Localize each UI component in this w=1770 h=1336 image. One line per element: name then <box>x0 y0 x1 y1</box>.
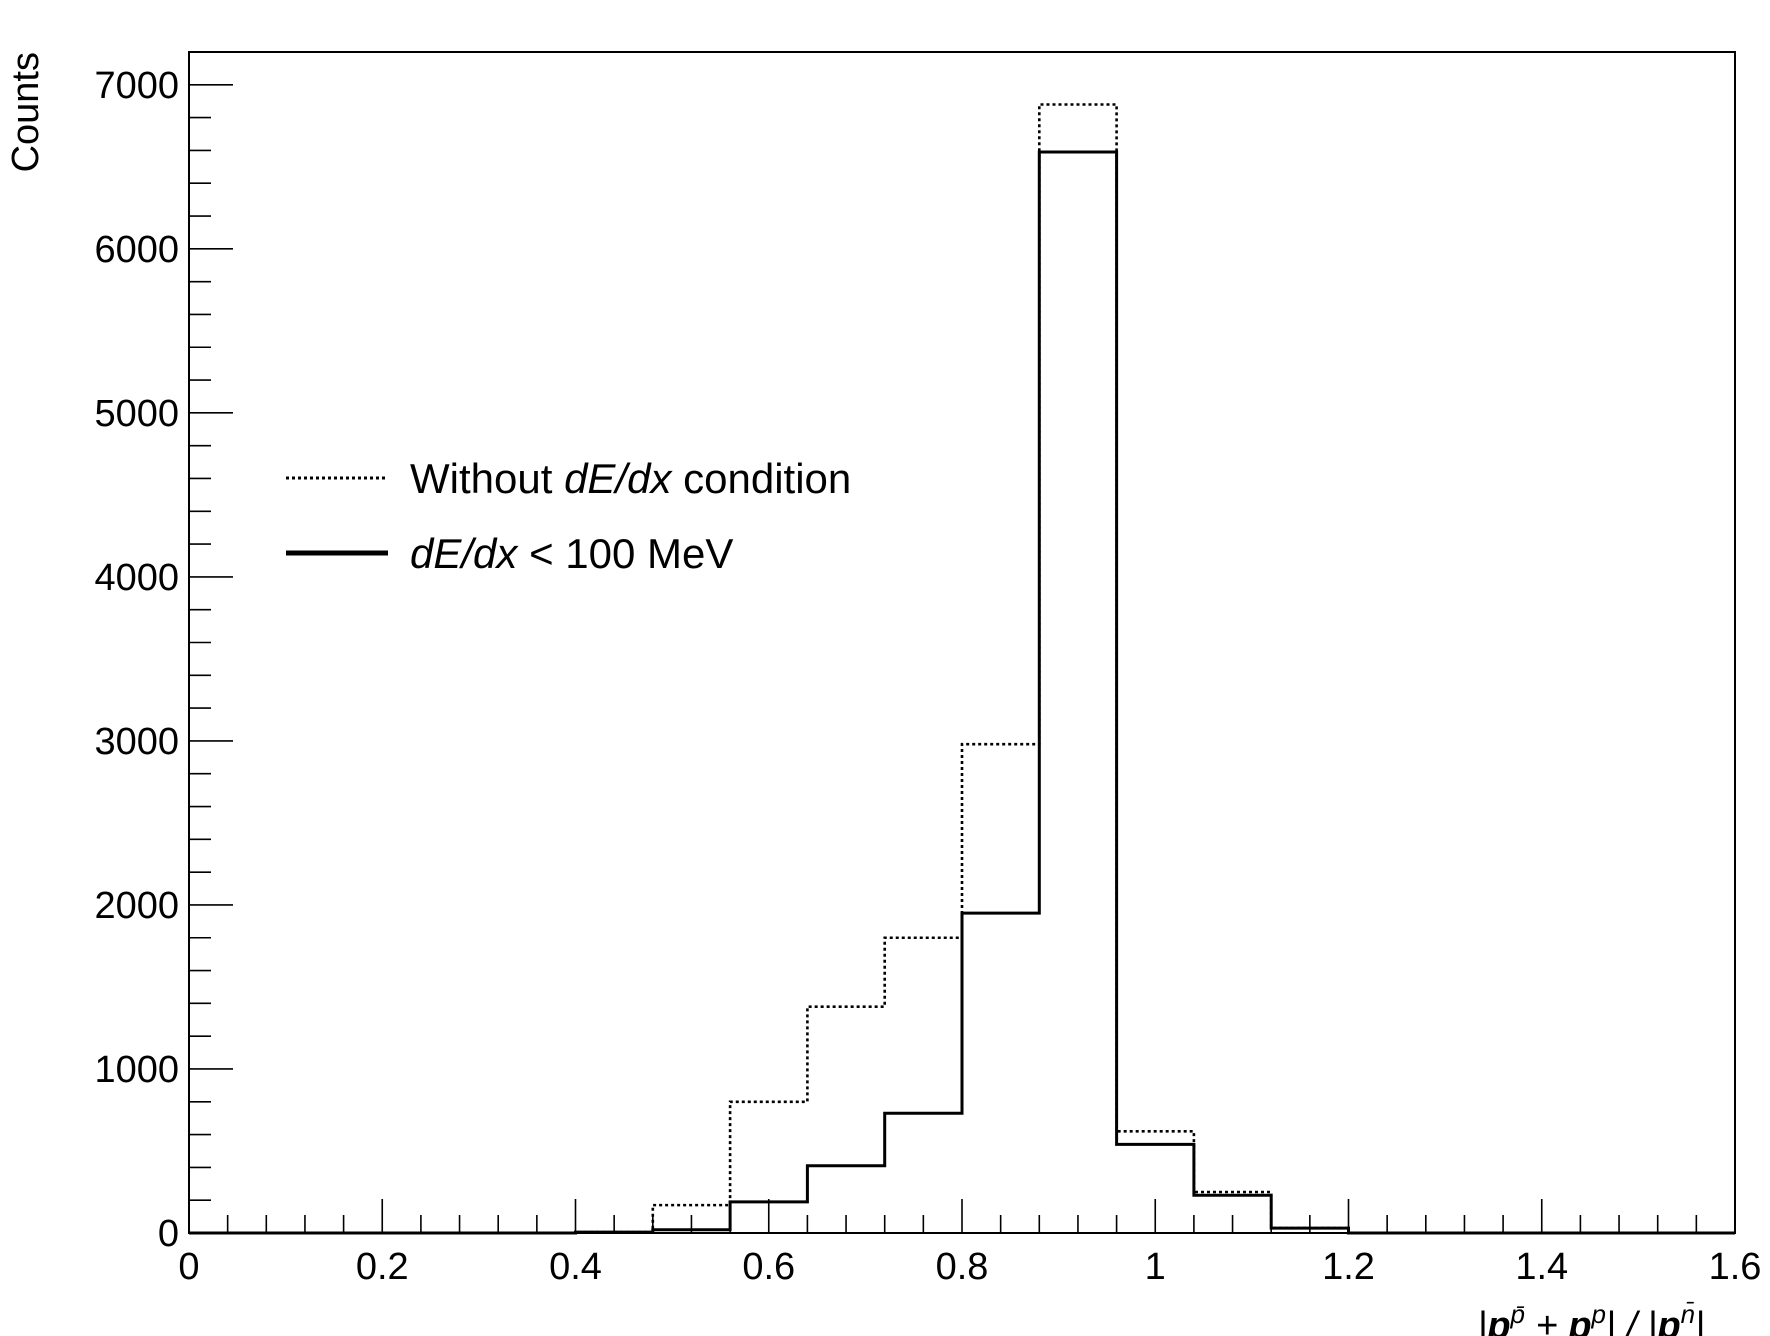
y-tick-label: 7000 <box>94 65 179 107</box>
y-tick-label: 4000 <box>94 557 179 599</box>
y-tick-label: 6000 <box>94 229 179 271</box>
series-group <box>189 103 1735 1235</box>
legend-entry-label-part: dE/dx <box>564 455 673 502</box>
x-tick-label: 1.2 <box>1322 1246 1375 1288</box>
y-tick-label: 3000 <box>94 721 179 763</box>
legend-entry-label-part: Without <box>410 455 564 502</box>
legend-entry-label-part: dE/dx <box>410 530 519 577</box>
axis-ticks <box>188 51 1736 1234</box>
y-tick-label: 5000 <box>94 393 179 435</box>
x-axis-title-part: p̄ <box>1510 1299 1525 1329</box>
axis-labels: 0 1000 2000 3000 4000 5000 6000 7000 0 0.2 0.4 0.6 0… <box>5 52 1761 1336</box>
x-tick-label: 1 <box>1145 1246 1166 1288</box>
x-axis-title-part: p <box>1486 1305 1510 1336</box>
x-axis-title-part: p <box>1656 1305 1680 1336</box>
y-tick-label: 2000 <box>94 885 179 927</box>
x-tick-label: 1.4 <box>1515 1246 1568 1288</box>
x-tick-label: 0.2 <box>356 1246 409 1288</box>
legend-entry-label: Without dE/dx condition <box>410 455 851 502</box>
y-tick-label: 1000 <box>94 1049 179 1091</box>
x-axis-title-part: p <box>1591 1299 1606 1329</box>
x-axis-title-part: p <box>1567 1305 1591 1336</box>
legend-entry-label: dE/dx < 100 MeV <box>410 530 733 577</box>
x-tick-label: 0.8 <box>936 1246 989 1288</box>
x-axis-title-part: | / | <box>1606 1305 1657 1336</box>
x-axis-title: |pp̄ + pp| / |pn̄| <box>1477 1299 1705 1336</box>
legend-entry-label-part: condition <box>671 455 851 502</box>
x-tick-label: 0.6 <box>742 1246 795 1288</box>
x-axis-title-part: + <box>1525 1305 1568 1336</box>
x-tick-label: 1.6 <box>1709 1246 1762 1288</box>
legend-entry-label-part: < 100 MeV <box>517 530 733 577</box>
x-axis-title-part: n̄ <box>1681 1299 1695 1329</box>
x-axis-title-part: | <box>1695 1305 1705 1336</box>
y-axis-title: Counts <box>5 52 47 172</box>
x-tick-label: 0 <box>178 1246 199 1288</box>
x-tick-label: 0.4 <box>549 1246 602 1288</box>
x-axis-title-part: | <box>1477 1305 1487 1336</box>
y-tick-label: 0 <box>158 1213 179 1255</box>
series-dedx-cut-line <box>189 150 1735 1235</box>
